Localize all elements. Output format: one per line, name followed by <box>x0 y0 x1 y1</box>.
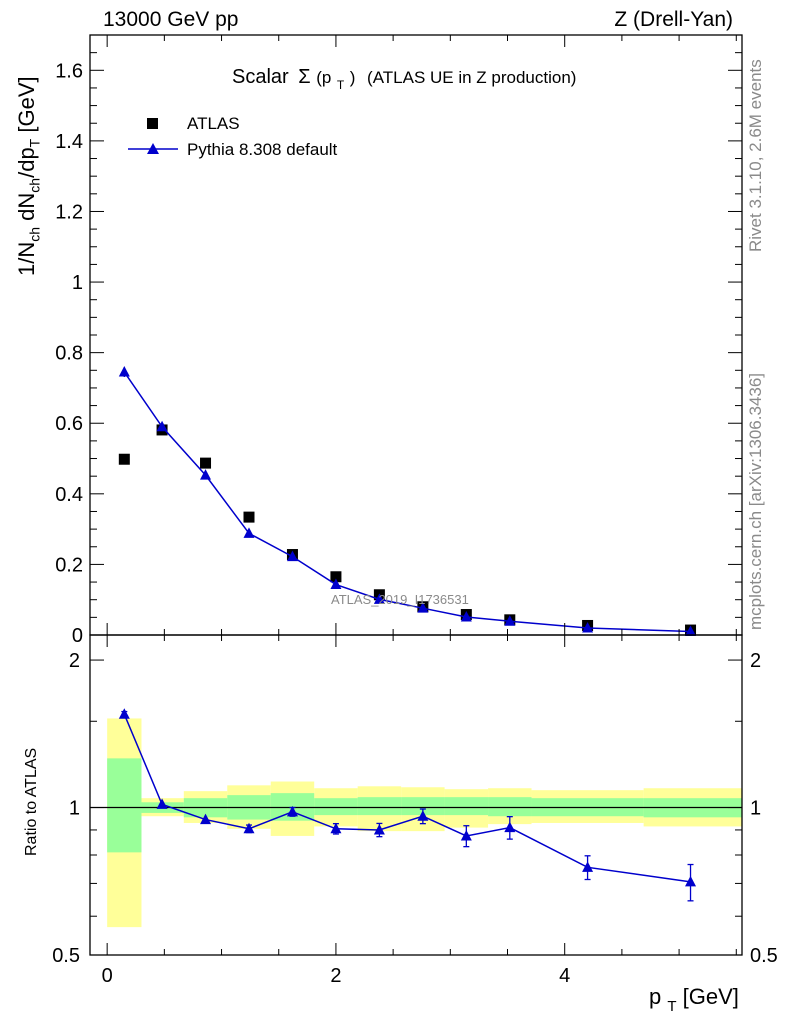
ratio-data-point <box>286 805 298 817</box>
ratio-data-point <box>582 861 594 872</box>
main-y-tick-label: 1.6 <box>55 60 83 82</box>
atlas-data-point <box>330 571 342 583</box>
title-paren-close: ) <box>350 68 356 87</box>
pythia-data-point <box>582 621 594 633</box>
legend-atlas-marker <box>147 118 158 129</box>
x-tick-label: 0 <box>102 965 113 987</box>
header-energy: 13000 GeV pp <box>103 8 239 31</box>
pythia-data-point <box>330 578 342 590</box>
title-suffix: (ATLAS UE in Z production) <box>367 68 576 87</box>
x-axis-label: p T [GeV] <box>649 984 739 1016</box>
main-y-tick-label: 0 <box>72 625 83 647</box>
ratio-data-point <box>417 810 429 821</box>
legend-pythia-marker <box>147 143 159 154</box>
legend-pythia-label: Pythia 8.308 default <box>187 140 338 159</box>
ratio-y-tick-label-left: 0.5 <box>52 945 80 967</box>
pythia-data-point <box>685 625 697 636</box>
pythia-data-point <box>460 611 472 622</box>
main-y-tick-label: 1.2 <box>55 201 83 223</box>
main-y-tick-label: 0.6 <box>55 413 83 435</box>
ratio-y-tick-label-left: 2 <box>69 650 80 672</box>
ratio-y-tick-label-right: 1 <box>750 798 761 820</box>
stat-band-bin <box>107 758 142 853</box>
ratio-y-tick-label-right: 0.5 <box>750 945 778 967</box>
ratio-data-point <box>243 822 255 834</box>
header-process: Z (Drell-Yan) <box>614 8 733 31</box>
stat-band-bin <box>314 798 358 816</box>
mcplots-label: mcplots.cern.ch [arXiv:1306.3436] <box>746 372 765 630</box>
ratio-data-point <box>685 875 697 887</box>
main-y-tick-label: 1.4 <box>55 131 83 153</box>
main-panel-marks <box>118 366 697 636</box>
ratio-y-tick-label-left: 1 <box>69 798 80 820</box>
pythia-data-point <box>373 593 385 604</box>
ratio-data-point <box>504 821 516 833</box>
title-prefix: Scalar <box>232 66 289 88</box>
stat-band-bin <box>401 797 445 816</box>
pythia-curve <box>123 371 691 633</box>
ratio-y-axis-label: Ratio to ATLAS <box>23 747 40 856</box>
legend-atlas-label: ATLAS <box>187 114 240 133</box>
analysis-watermark: ATLAS_2019_I1736531 <box>331 592 469 607</box>
pythia-data-point <box>156 420 168 432</box>
legend: ATLAS Pythia 8.308 default <box>128 114 338 159</box>
ratio-data-point <box>460 829 472 841</box>
x-tick-label: 4 <box>559 965 570 987</box>
stat-band-bin <box>357 797 402 816</box>
pythia-data-point <box>118 366 130 377</box>
uncertainty-bands <box>90 718 742 928</box>
ratio-panel-frame <box>89 634 743 956</box>
ratio-data-point <box>156 798 168 809</box>
xlabel-sub: T <box>667 998 676 1015</box>
rivet-version-label: Rivet 3.1.10, 2.6M events <box>746 59 765 252</box>
axes-frame: 0 2 4 0 0.2 0.4 0.6 0.8 1 1.2 1.4 1.6 0.5 0.5 1 1 2 2 <box>52 34 778 987</box>
title-paren-open: (p <box>316 68 331 87</box>
ratio-data-point <box>118 708 130 719</box>
pythia-data-point <box>200 469 212 480</box>
xlabel-unit: [GeV] <box>683 984 739 1009</box>
main-y-tick-label: 0.4 <box>55 484 83 506</box>
stat-band-bin <box>444 797 489 816</box>
ratio-panel-marks <box>118 708 697 902</box>
main-y-tick-label: 0.2 <box>55 554 83 576</box>
atlas-data-point <box>243 511 255 523</box>
pythia-data-point <box>286 550 298 562</box>
main-panel-title: Scalar Σ (p T ) (ATLAS UE in Z productio… <box>232 66 576 94</box>
pythia-data-point <box>504 615 516 626</box>
atlas-data-point <box>200 457 212 469</box>
main-y-axis-label: 1/Nch dNch/dpT [GeV] <box>14 76 43 276</box>
main-y-tick-label: 0.8 <box>55 343 83 365</box>
title-sub: T <box>337 78 345 92</box>
pythia-data-point <box>417 602 429 613</box>
ratio-y-tick-label-right: 2 <box>750 650 761 672</box>
stat-band-bin <box>488 797 532 817</box>
ratio-curve <box>123 713 691 883</box>
main-y-tick-label: 1 <box>72 272 83 294</box>
x-tick-label: 2 <box>330 965 341 987</box>
ratio-data-point <box>200 813 212 825</box>
pythia-data-point <box>243 527 255 538</box>
ratio-data-point <box>330 822 342 834</box>
ratio-data-point <box>373 823 385 835</box>
xlabel-p: p <box>649 984 661 1009</box>
title-sigma: Σ <box>298 66 310 88</box>
atlas-data-point <box>118 453 130 465</box>
